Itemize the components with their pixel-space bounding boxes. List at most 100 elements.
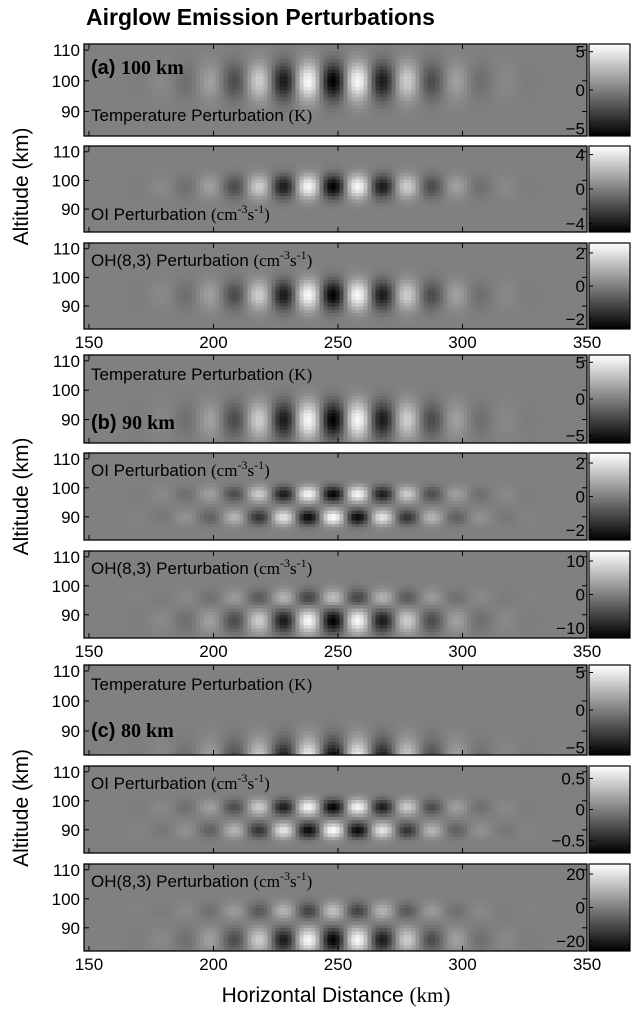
heatmap-cell [200, 55, 205, 59]
heatmap-cell [447, 76, 452, 80]
heatmap-cell [439, 48, 444, 52]
heatmap-cell [196, 125, 201, 129]
heatmap-cell [459, 65, 464, 69]
heatmap-cell [531, 118, 536, 122]
heatmap-cell [475, 83, 480, 87]
heatmap-cell [248, 101, 253, 105]
heatmap-cell [212, 51, 217, 55]
heatmap-cell [439, 72, 444, 76]
heatmap-cell [475, 90, 480, 94]
heatmap-cell [551, 86, 556, 90]
heatmap-cell [192, 83, 197, 87]
heatmap-cell [124, 51, 129, 55]
heatmap-cell [383, 125, 388, 129]
heatmap-cell [399, 79, 404, 83]
heatmap-cell [551, 48, 556, 52]
heatmap-cell [471, 90, 476, 94]
heatmap-cell [347, 55, 352, 59]
heatmap-cell [531, 76, 536, 80]
heatmap-cell [523, 108, 528, 112]
heatmap-cell [144, 86, 149, 90]
heatmap-cell [439, 79, 444, 83]
heatmap-cell [419, 72, 424, 76]
heatmap-cell [224, 83, 229, 87]
heatmap-cell [232, 55, 237, 59]
heatmap-cell [455, 97, 460, 101]
heatmap-cell [447, 118, 452, 122]
heatmap-cell [272, 65, 277, 69]
heatmap-cell [551, 129, 556, 133]
heatmap-cell [559, 108, 564, 112]
heatmap-cell [304, 62, 309, 66]
heatmap-cell [216, 62, 221, 66]
heatmap-cell [232, 69, 237, 73]
heatmap-cell [439, 129, 444, 133]
heatmap-cell [300, 101, 305, 105]
heatmap-cell [551, 94, 556, 98]
heatmap-cell [487, 118, 492, 122]
heatmap-cell [395, 79, 400, 83]
heatmap-cell [280, 58, 285, 62]
heatmap-cell [296, 86, 301, 90]
heatmap-cell [495, 115, 500, 119]
heatmap-cell [240, 101, 245, 105]
heatmap-cell [499, 129, 504, 133]
heatmap-cell [567, 90, 572, 94]
heatmap-cell [212, 83, 217, 87]
heatmap-cell [260, 86, 265, 90]
heatmap-cell [316, 79, 321, 83]
heatmap-cell [280, 90, 285, 94]
heatmap-cell [371, 101, 376, 105]
heatmap-cell [483, 125, 488, 129]
heatmap-cell [427, 97, 432, 101]
heatmap-cell [383, 129, 388, 133]
heatmap-cell [423, 58, 428, 62]
heatmap-cell [248, 97, 253, 101]
heatmap-cell [535, 51, 540, 55]
heatmap-cell [503, 79, 508, 83]
heatmap-cell [463, 129, 468, 133]
heatmap-cell [132, 125, 137, 129]
heatmap-cell [451, 76, 456, 80]
heatmap-cell [152, 48, 157, 52]
heatmap-cell [339, 129, 344, 133]
heatmap-cell [451, 111, 456, 115]
heatmap-cell [547, 101, 552, 105]
heatmap-cell [304, 65, 309, 69]
heatmap-cell [104, 129, 109, 133]
heatmap-cell [451, 48, 456, 52]
heatmap-cell [455, 51, 460, 55]
heatmap-cell [411, 111, 416, 115]
heatmap-cell [455, 90, 460, 94]
heatmap-cell [543, 76, 548, 80]
heatmap-cell [391, 118, 396, 122]
heatmap-cell [463, 101, 468, 105]
heatmap-cell [523, 115, 528, 119]
heatmap-cell [228, 62, 233, 66]
heatmap-cell [391, 65, 396, 69]
heatmap-cell [459, 108, 464, 112]
heatmap-cell [511, 51, 516, 55]
heatmap-cell [176, 97, 181, 101]
heatmap-cell [427, 83, 432, 87]
heatmap-cell [563, 97, 568, 101]
heatmap-cell [224, 69, 229, 73]
heatmap-cell [399, 86, 404, 90]
heatmap-cell [443, 94, 448, 98]
heatmap-cell [507, 58, 512, 62]
heatmap-cell [355, 65, 360, 69]
heatmap-cell [260, 125, 265, 129]
heatmap-cell [359, 83, 364, 87]
heatmap-cell [196, 72, 201, 76]
heatmap-cell [375, 79, 380, 83]
heatmap-cell [447, 72, 452, 76]
heatmap-cell [479, 76, 484, 80]
heatmap-cell [483, 58, 488, 62]
heatmap-cell [567, 76, 572, 80]
heatmap-cell [435, 48, 440, 52]
heatmap-cell [156, 83, 161, 87]
heatmap-cell [459, 90, 464, 94]
heatmap-cell [196, 62, 201, 66]
heatmap-cell [355, 58, 360, 62]
heatmap-cell [328, 72, 333, 76]
